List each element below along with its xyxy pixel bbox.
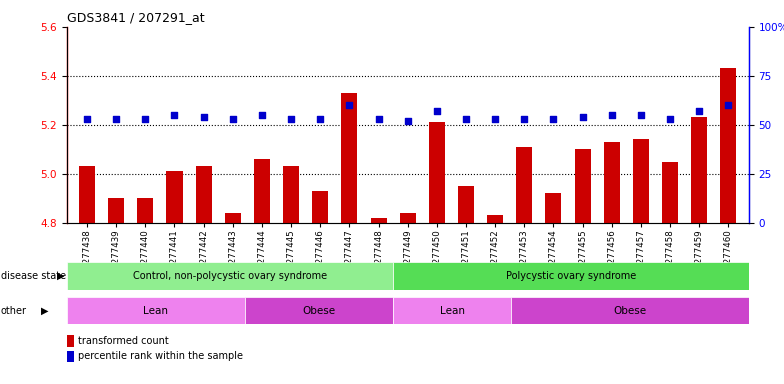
- Point: [722, 102, 735, 108]
- Bar: [67, 297, 245, 324]
- Bar: [429, 122, 445, 223]
- Point: [314, 116, 326, 122]
- Text: ▶: ▶: [41, 306, 49, 316]
- Text: Polycystic ovary syndrome: Polycystic ovary syndrome: [506, 271, 636, 281]
- Point: [430, 108, 443, 114]
- Bar: [393, 297, 511, 324]
- Text: ▶: ▶: [57, 271, 65, 281]
- Point: [285, 116, 297, 122]
- Point: [693, 108, 706, 114]
- Point: [518, 116, 531, 122]
- Bar: [137, 198, 154, 223]
- Bar: [79, 166, 95, 223]
- Point: [169, 112, 181, 118]
- Bar: [166, 171, 183, 223]
- Text: Obese: Obese: [614, 306, 647, 316]
- Point: [256, 112, 268, 118]
- Text: Control, non-polycystic ovary syndrome: Control, non-polycystic ovary syndrome: [132, 271, 327, 281]
- Point: [664, 116, 677, 122]
- Bar: [108, 198, 124, 223]
- Text: Lean: Lean: [143, 306, 168, 316]
- Point: [227, 116, 239, 122]
- Bar: [400, 213, 416, 223]
- Point: [576, 114, 589, 120]
- Bar: [67, 262, 393, 290]
- Bar: [283, 166, 299, 223]
- Point: [605, 112, 618, 118]
- Point: [343, 102, 356, 108]
- Bar: [225, 213, 241, 223]
- Point: [401, 118, 414, 124]
- Point: [139, 116, 151, 122]
- Text: percentile rank within the sample: percentile rank within the sample: [78, 351, 243, 361]
- Point: [110, 116, 122, 122]
- Bar: [341, 93, 358, 223]
- Text: Lean: Lean: [440, 306, 465, 316]
- Text: GDS3841 / 207291_at: GDS3841 / 207291_at: [67, 12, 205, 25]
- Bar: [720, 68, 736, 223]
- Text: transformed count: transformed count: [78, 336, 169, 346]
- Bar: [312, 191, 328, 223]
- Point: [198, 114, 210, 120]
- Bar: [546, 194, 561, 223]
- Bar: [633, 139, 649, 223]
- Bar: [487, 215, 503, 223]
- Point: [81, 116, 93, 122]
- Bar: [67, 351, 74, 362]
- Point: [489, 116, 502, 122]
- Point: [372, 116, 385, 122]
- Bar: [516, 147, 532, 223]
- Bar: [662, 162, 678, 223]
- Bar: [575, 149, 590, 223]
- Bar: [393, 262, 749, 290]
- Point: [547, 116, 560, 122]
- Bar: [196, 166, 212, 223]
- Point: [459, 116, 472, 122]
- Bar: [511, 297, 749, 324]
- Point: [634, 112, 647, 118]
- Bar: [245, 297, 393, 324]
- Bar: [458, 186, 474, 223]
- Text: other: other: [1, 306, 27, 316]
- Bar: [604, 142, 619, 223]
- Bar: [691, 118, 707, 223]
- Text: Obese: Obese: [302, 306, 336, 316]
- Text: disease state: disease state: [1, 271, 66, 281]
- Bar: [371, 218, 387, 223]
- Bar: [254, 159, 270, 223]
- Bar: [67, 335, 74, 346]
